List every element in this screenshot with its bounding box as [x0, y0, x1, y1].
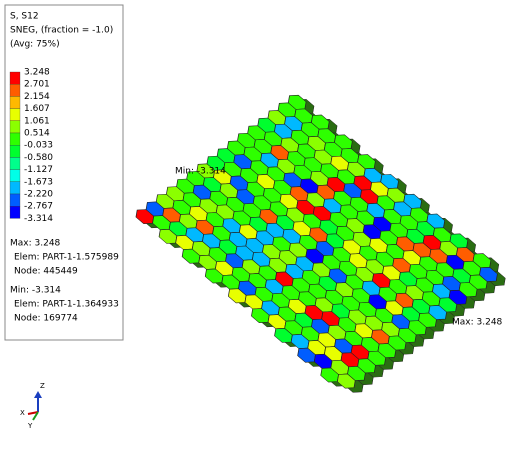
legend-title: S, S12: [10, 12, 39, 22]
viewport: S, S12 SNEG, (fraction = -1.0) (Avg: 75%…: [0, 0, 509, 445]
legend-swatch: [10, 157, 20, 169]
legend-value: -3.314: [24, 214, 53, 224]
z-arrow: [34, 391, 42, 398]
legend-value: 2.701: [24, 80, 50, 90]
legend-swatch: [10, 194, 20, 206]
legend-swatch: [10, 133, 20, 145]
min-elem: Elem: PART-1-1.364933: [14, 300, 119, 310]
max-label: Max: 3.248: [10, 239, 61, 249]
min-label: Min: -3.314: [10, 286, 61, 296]
legend-value: 1.607: [24, 104, 50, 114]
legend-value: -1.127: [24, 165, 53, 175]
legend-value: -2.767: [24, 202, 53, 212]
legend-swatch: [10, 145, 20, 157]
legend-value: -0.580: [24, 153, 53, 163]
legend-swatch: [10, 96, 20, 108]
legend-swatch: [10, 170, 20, 182]
legend-value: -2.220: [24, 190, 53, 200]
legend-swatch: [10, 84, 20, 96]
viewport-max-label: Max: 3.248: [452, 318, 503, 328]
legend-subtitle: SNEG, (fraction = -1.0): [10, 26, 113, 36]
legend-value: 1.061: [24, 116, 50, 126]
axis-triad: Z X Y: [20, 382, 45, 430]
viewport-min-label: Min: -3.314: [175, 167, 226, 177]
y-label: Y: [27, 422, 33, 430]
legend-value: 0.514: [24, 129, 50, 139]
x-label: X: [20, 409, 25, 417]
max-elem: Elem: PART-1-1.575989: [14, 253, 119, 263]
z-label: Z: [40, 382, 45, 390]
legend-value: -0.033: [24, 141, 53, 151]
legend-average: (Avg: 75%): [10, 40, 60, 50]
legend-swatch: [10, 206, 20, 218]
max-node: Node: 445449: [14, 267, 78, 277]
legend-swatch: [10, 109, 20, 121]
honeycomb-model: [132, 91, 509, 401]
min-node: Node: 169774: [14, 314, 78, 324]
legend-value: 3.248: [24, 68, 50, 78]
legend-swatch: [10, 121, 20, 133]
legend-value: 2.154: [24, 92, 50, 102]
legend-value: -1.673: [24, 177, 53, 187]
legend-swatch: [10, 72, 20, 84]
legend-swatch: [10, 182, 20, 194]
